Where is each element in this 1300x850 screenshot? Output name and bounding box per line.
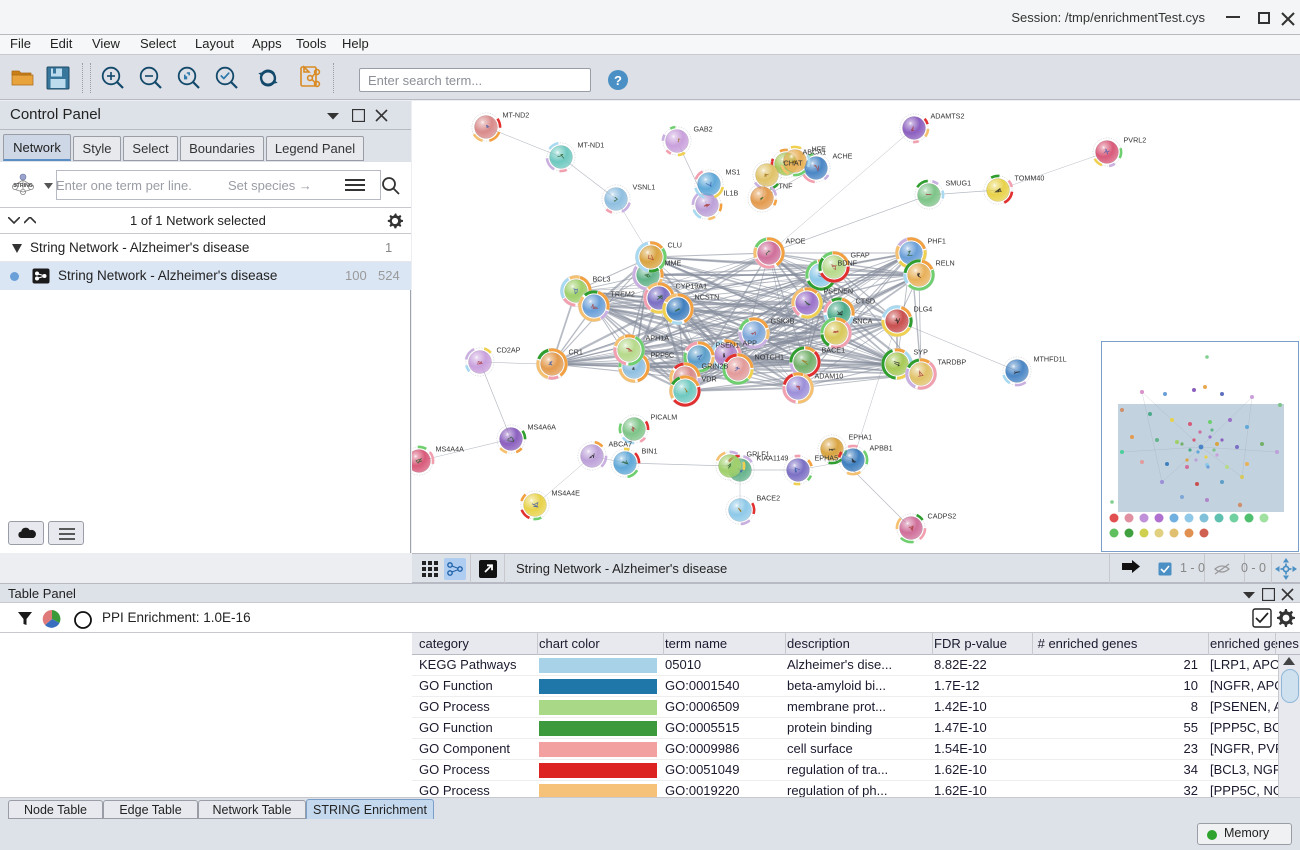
svg-text:CLU: CLU	[668, 241, 682, 250]
svg-text:IL1B: IL1B	[724, 189, 739, 198]
svg-text:PSEN1: PSEN1	[716, 341, 740, 350]
svg-text:MS4A4A: MS4A4A	[436, 445, 465, 454]
svg-text:RELN: RELN	[936, 259, 955, 268]
svg-text:APBB1: APBB1	[870, 444, 893, 453]
svg-text:BDNF: BDNF	[838, 259, 858, 268]
svg-text:APP: APP	[743, 339, 758, 348]
svg-text:MS4A6A: MS4A6A	[528, 423, 557, 432]
svg-text:GRIN2B: GRIN2B	[702, 362, 729, 371]
svg-text:GAB2: GAB2	[694, 125, 713, 134]
svg-text:MT-ND1: MT-ND1	[578, 141, 605, 150]
svg-text:NCSTN: NCSTN	[695, 293, 720, 302]
svg-text:ACHE: ACHE	[833, 152, 853, 161]
svg-text:SYP: SYP	[914, 348, 929, 357]
svg-text:MS4A4E: MS4A4E	[552, 489, 581, 498]
svg-text:APOE: APOE	[786, 237, 806, 246]
svg-text:EPHA1: EPHA1	[849, 433, 873, 442]
svg-text:TNF: TNF	[779, 182, 794, 191]
svg-text:PSENEN: PSENEN	[824, 287, 854, 296]
svg-text:SNCA: SNCA	[853, 317, 873, 326]
svg-text:BIN1: BIN1	[642, 447, 658, 456]
svg-text:VSNL1: VSNL1	[633, 183, 656, 192]
svg-text:BACE2: BACE2	[757, 494, 781, 503]
svg-text:CR1: CR1	[569, 348, 583, 357]
svg-text:NOTCH1: NOTCH1	[755, 353, 785, 362]
svg-text:PICALM: PICALM	[651, 413, 678, 422]
svg-text:EPHA5: EPHA5	[815, 454, 839, 463]
svg-text:CHAT: CHAT	[784, 159, 804, 168]
svg-text:GSK3B: GSK3B	[771, 317, 795, 326]
svg-text:CD2AP: CD2AP	[497, 346, 521, 355]
svg-text:TREM2: TREM2	[611, 290, 635, 299]
svg-text:BACE1: BACE1	[822, 346, 846, 355]
svg-text:CADPS2: CADPS2	[928, 512, 957, 521]
svg-text:CYP19A1: CYP19A1	[676, 282, 708, 291]
svg-text:ADAM10: ADAM10	[815, 372, 844, 381]
svg-text:ABCA7: ABCA7	[609, 440, 633, 449]
svg-text:HFE: HFE	[812, 145, 827, 154]
svg-text:GFAP: GFAP	[851, 251, 870, 260]
svg-text:ADAMTS2: ADAMTS2	[931, 112, 965, 121]
svg-text:BCL3: BCL3	[593, 275, 611, 284]
svg-text:DLG4: DLG4	[914, 305, 933, 314]
svg-text:PPP5C: PPP5C	[651, 351, 675, 360]
svg-text:MT-ND2: MT-ND2	[503, 111, 530, 120]
svg-text:TOMM40: TOMM40	[1015, 174, 1045, 183]
svg-text:APH1A: APH1A	[646, 334, 670, 343]
svg-text:CTSD: CTSD	[856, 297, 876, 306]
svg-text:MME: MME	[665, 259, 682, 268]
svg-text:MS1: MS1	[726, 168, 741, 177]
svg-text:PVRL2: PVRL2	[1124, 136, 1147, 145]
svg-text:GRLF1: GRLF1	[747, 450, 770, 459]
svg-text:TARDBP: TARDBP	[938, 358, 967, 367]
svg-text:PHF1: PHF1	[928, 237, 946, 246]
svg-text:?: ?	[614, 73, 622, 88]
svg-text:VDR: VDR	[702, 375, 717, 384]
svg-text:SMUG1: SMUG1	[946, 179, 972, 188]
svg-text:MTHFD1L: MTHFD1L	[1034, 355, 1067, 364]
svg-text:STRING: STRING	[13, 183, 33, 189]
